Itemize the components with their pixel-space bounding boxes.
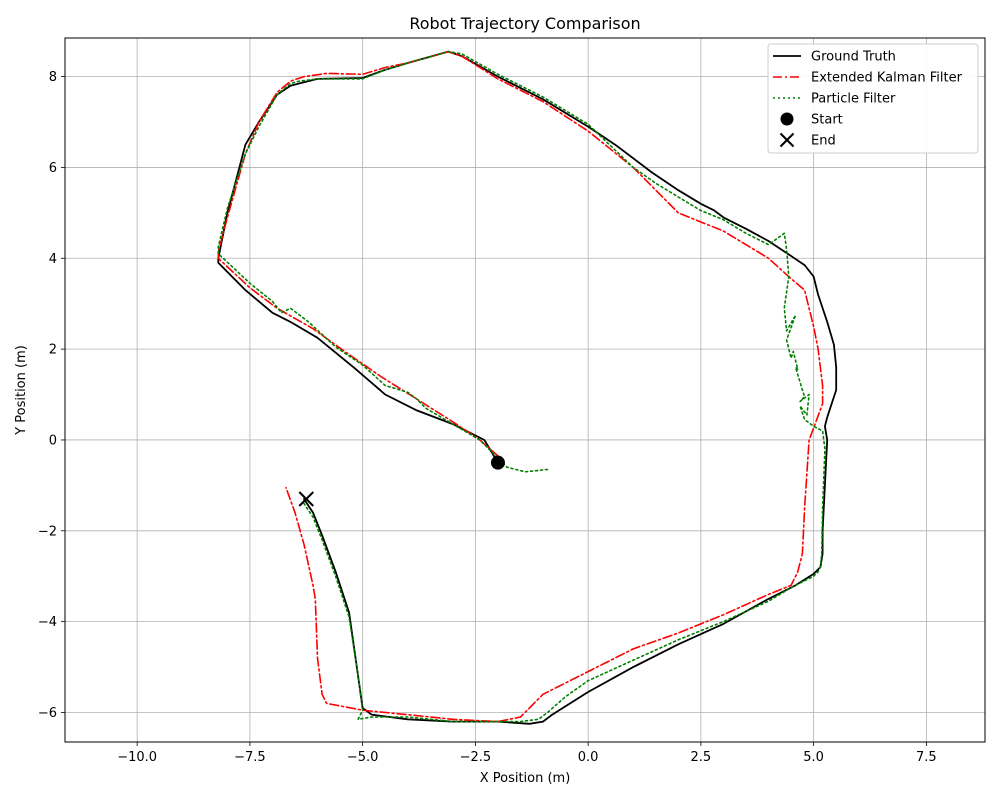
- end-marker: [298, 491, 314, 507]
- legend: Ground Truth Extended Kalman Filter Partic…: [767, 43, 979, 154]
- start-marker: [490, 455, 505, 470]
- x-marker-stroke: [298, 491, 314, 507]
- chart-title: Robot Trajectory Comparison: [409, 14, 640, 33]
- y-tick-label: 0: [49, 433, 57, 448]
- series-line-extended-kalman-filter: [217, 50, 824, 723]
- x-axis-label: X Position (m): [480, 771, 571, 786]
- legend-label: Particle Filter: [811, 92, 896, 107]
- x-tick-label: −5.0: [347, 750, 379, 765]
- ticks: −10.0 −7.5 −5.0 −2.5 0.0 2.5 5.0 7.5 −6 −4 −2 0 2 4 6 8: [38, 70, 937, 765]
- y-tick-label: 4: [49, 252, 57, 267]
- grid: [65, 38, 985, 742]
- series-group: [217, 50, 838, 725]
- x-tick-label: 0.0: [578, 750, 599, 765]
- legend-label: Extended Kalman Filter: [811, 71, 963, 86]
- y-tick-label: −6: [38, 706, 57, 721]
- x-tick-label: 5.0: [803, 750, 824, 765]
- x-tick-label: −2.5: [460, 750, 492, 765]
- legend-label: Start: [811, 113, 843, 128]
- series-line-ground-truth: [217, 50, 838, 725]
- legend-box: [767, 43, 979, 154]
- end-marker: [779, 132, 795, 148]
- y-tick-label: 8: [49, 70, 57, 85]
- y-tick-label: 2: [49, 343, 57, 358]
- legend-label: Ground Truth: [811, 50, 896, 65]
- y-tick-label: 6: [49, 161, 57, 176]
- y-axis-label: Y Position (m): [14, 345, 29, 436]
- x-tick-label: 7.5: [916, 750, 937, 765]
- x-tick-label: −7.5: [234, 750, 266, 765]
- y-tick-label: −2: [38, 524, 57, 539]
- series-line-particle-filter: [217, 50, 826, 723]
- y-tick-label: −4: [38, 615, 57, 630]
- marker-group: [298, 455, 505, 507]
- start-marker: [780, 112, 794, 126]
- plot-frame: [64, 37, 986, 743]
- x-tick-label: 2.5: [691, 750, 712, 765]
- x-tick-label: −10.0: [117, 750, 157, 765]
- x-marker-stroke: [779, 132, 795, 148]
- legend-label: End: [811, 134, 836, 149]
